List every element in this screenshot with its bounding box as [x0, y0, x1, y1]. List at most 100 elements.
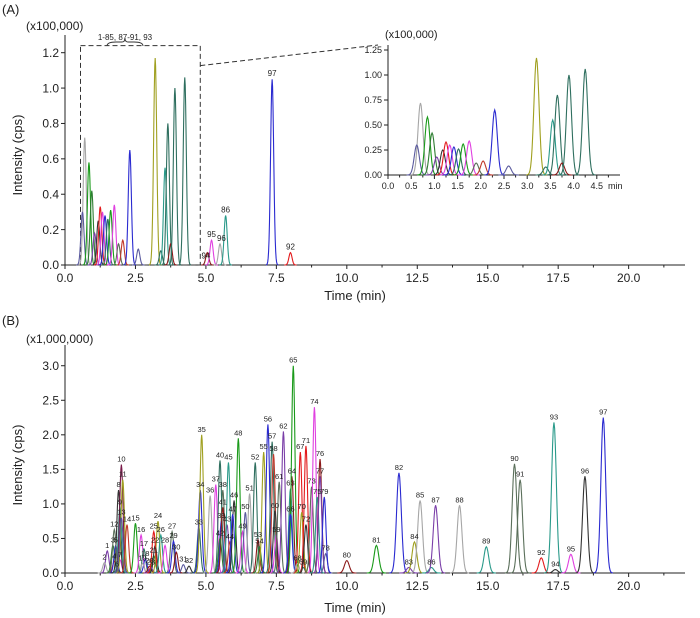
panel-b-peak-label: 52 [251, 452, 259, 461]
panel-b-peak [544, 422, 564, 574]
panel-b-peak [268, 510, 282, 574]
panel-b-peak-label: 62 [279, 421, 287, 430]
panel-b-peak-label: 79 [320, 487, 328, 496]
panel-b-peak-label: 39 [217, 511, 225, 520]
panel-a-peak [82, 162, 96, 266]
panel-b-peak-label: 66 [286, 504, 294, 513]
panel-b-peak [307, 407, 322, 574]
panel-a-peak [116, 238, 129, 266]
panel-b-peak [208, 484, 223, 574]
panel-b-peak-label: 77 [316, 466, 324, 475]
panel-a-x-tick-label: 17.5 [547, 271, 571, 285]
panel-b-multiplier: (x1,000,000) [26, 332, 93, 346]
panel-b-peak-label: 8 [116, 480, 120, 489]
panel-b-peak-label: 72 [302, 515, 310, 524]
panel-b-peak-label: 25 [150, 522, 158, 531]
panel-b-peak-label: 63 [286, 479, 294, 488]
panel-b-x-tick-label: 5.0 [198, 579, 215, 593]
inset-peak [558, 74, 580, 176]
panel-b-peak [266, 454, 281, 574]
panel-b-peak [169, 551, 184, 574]
panel-b-x-tick-label: 17.5 [547, 579, 571, 593]
inset-peak [435, 140, 457, 176]
panel-b-peak-label: 34 [196, 480, 204, 489]
panel-b-peak-label: 96 [581, 466, 589, 475]
panel-b-peak-label: 36 [206, 486, 214, 495]
inset-peak [448, 148, 469, 176]
panel-a-peak [98, 215, 112, 266]
panel-b-peak-label: 28 [161, 535, 169, 544]
panel-b-peak-label: 43 [223, 515, 231, 524]
panel-a-peak [168, 88, 182, 266]
panel-a-x-tick-label: 2.5 [127, 271, 144, 285]
panel-b-peak-label: 7 [118, 550, 122, 559]
panel-a-label: (A) [2, 2, 19, 17]
zoom-box-label: 1-85, 87-91, 93 [98, 33, 153, 42]
inset-peak [551, 162, 573, 176]
panel-b-peak-label: 85 [416, 490, 424, 499]
panel-b-peak-label: 19 [138, 553, 146, 562]
panel-b-peak-label: 40 [216, 450, 224, 459]
inset-x-tick-label: 1.5 [451, 181, 464, 191]
panel-a-chart: (A) (x100,000) Intensity (cps) Time (min… [2, 2, 685, 303]
panel-b-peak [272, 481, 287, 574]
panel-b-peak-label: 17 [140, 539, 148, 548]
panel-b-peak [399, 566, 419, 574]
panel-b-peak-label: 82 [395, 463, 403, 472]
panel-b-peak-label: 91 [516, 470, 524, 479]
panel-b-peak [476, 545, 496, 574]
panel-b-peak-label: 24 [154, 511, 162, 520]
panel-b-peak [146, 529, 161, 574]
panel-b-peak [299, 445, 313, 574]
panel-b-peak-label: 5 [114, 535, 118, 544]
panel-b-peak-label: 88 [455, 495, 463, 504]
panel-b-peak [299, 524, 313, 574]
panel-b-peak-label: 20 [145, 556, 153, 565]
panel-b-peak [285, 476, 299, 574]
panel-b-peak-label: 92 [537, 548, 545, 557]
panel-a-x-tick-label: 7.5 [268, 271, 285, 285]
panel-b-peak [304, 486, 319, 574]
panel-a-peak [132, 248, 145, 266]
panel-b-peak-label: 26 [157, 525, 165, 534]
inset-peak [498, 165, 519, 176]
panel-b-peak [575, 476, 595, 574]
panel-b-peak-label: 3 [111, 535, 115, 544]
panel-a-xlabel: Time (min) [324, 288, 386, 303]
panel-b-peak-label: 53 [254, 530, 262, 539]
panel-b-peak-label: 27 [168, 522, 176, 531]
panel-a-peak [76, 211, 89, 266]
panel-a-y-tick-label: 0.8 [42, 117, 59, 131]
panel-a-peak-label: 92 [286, 243, 295, 252]
panel-a-peak-label: 96 [217, 234, 226, 243]
panel-b-peak [166, 539, 181, 574]
panel-b-peak [203, 495, 217, 574]
panel-b-x-tick-label: 2.5 [127, 579, 144, 593]
panel-b-peak-label: 10 [117, 455, 125, 464]
panel-b-peak [221, 462, 236, 574]
inset-x-tick-label: 2.0 [475, 181, 488, 191]
panel-b-peak-label: 33 [195, 517, 203, 526]
panel-a-peak [148, 57, 162, 266]
panel-b-peak-label: 51 [245, 484, 253, 493]
panel-b-peak-label: 47 [229, 504, 237, 513]
panel-b-peak [213, 536, 227, 574]
panel-b-peak-label: 83 [405, 557, 413, 566]
panel-b-peak-label: 64 [288, 466, 296, 475]
panel-a-peak-label: 97 [268, 69, 277, 78]
panel-b-peak-label: 9 [118, 497, 122, 506]
panel-b-peak [593, 417, 613, 574]
panel-b-peak [313, 476, 327, 574]
panel-b-peak-label: 75 [313, 487, 321, 496]
panel-b-peak [317, 496, 332, 574]
panel-b-peak [404, 540, 425, 574]
inset-peak [410, 102, 431, 176]
panel-b-x-tick-label: 7.5 [268, 579, 285, 593]
panel-a-peak [213, 242, 227, 266]
panel-a-peak [101, 218, 115, 266]
panel-b-chart: (B) (x1,000,000) Intensity (cps) Time (m… [2, 313, 685, 615]
panel-a-peak [78, 137, 92, 266]
panel-b-peak-label: 86 [427, 557, 435, 566]
panel-b-peak-label: 87 [431, 495, 439, 504]
